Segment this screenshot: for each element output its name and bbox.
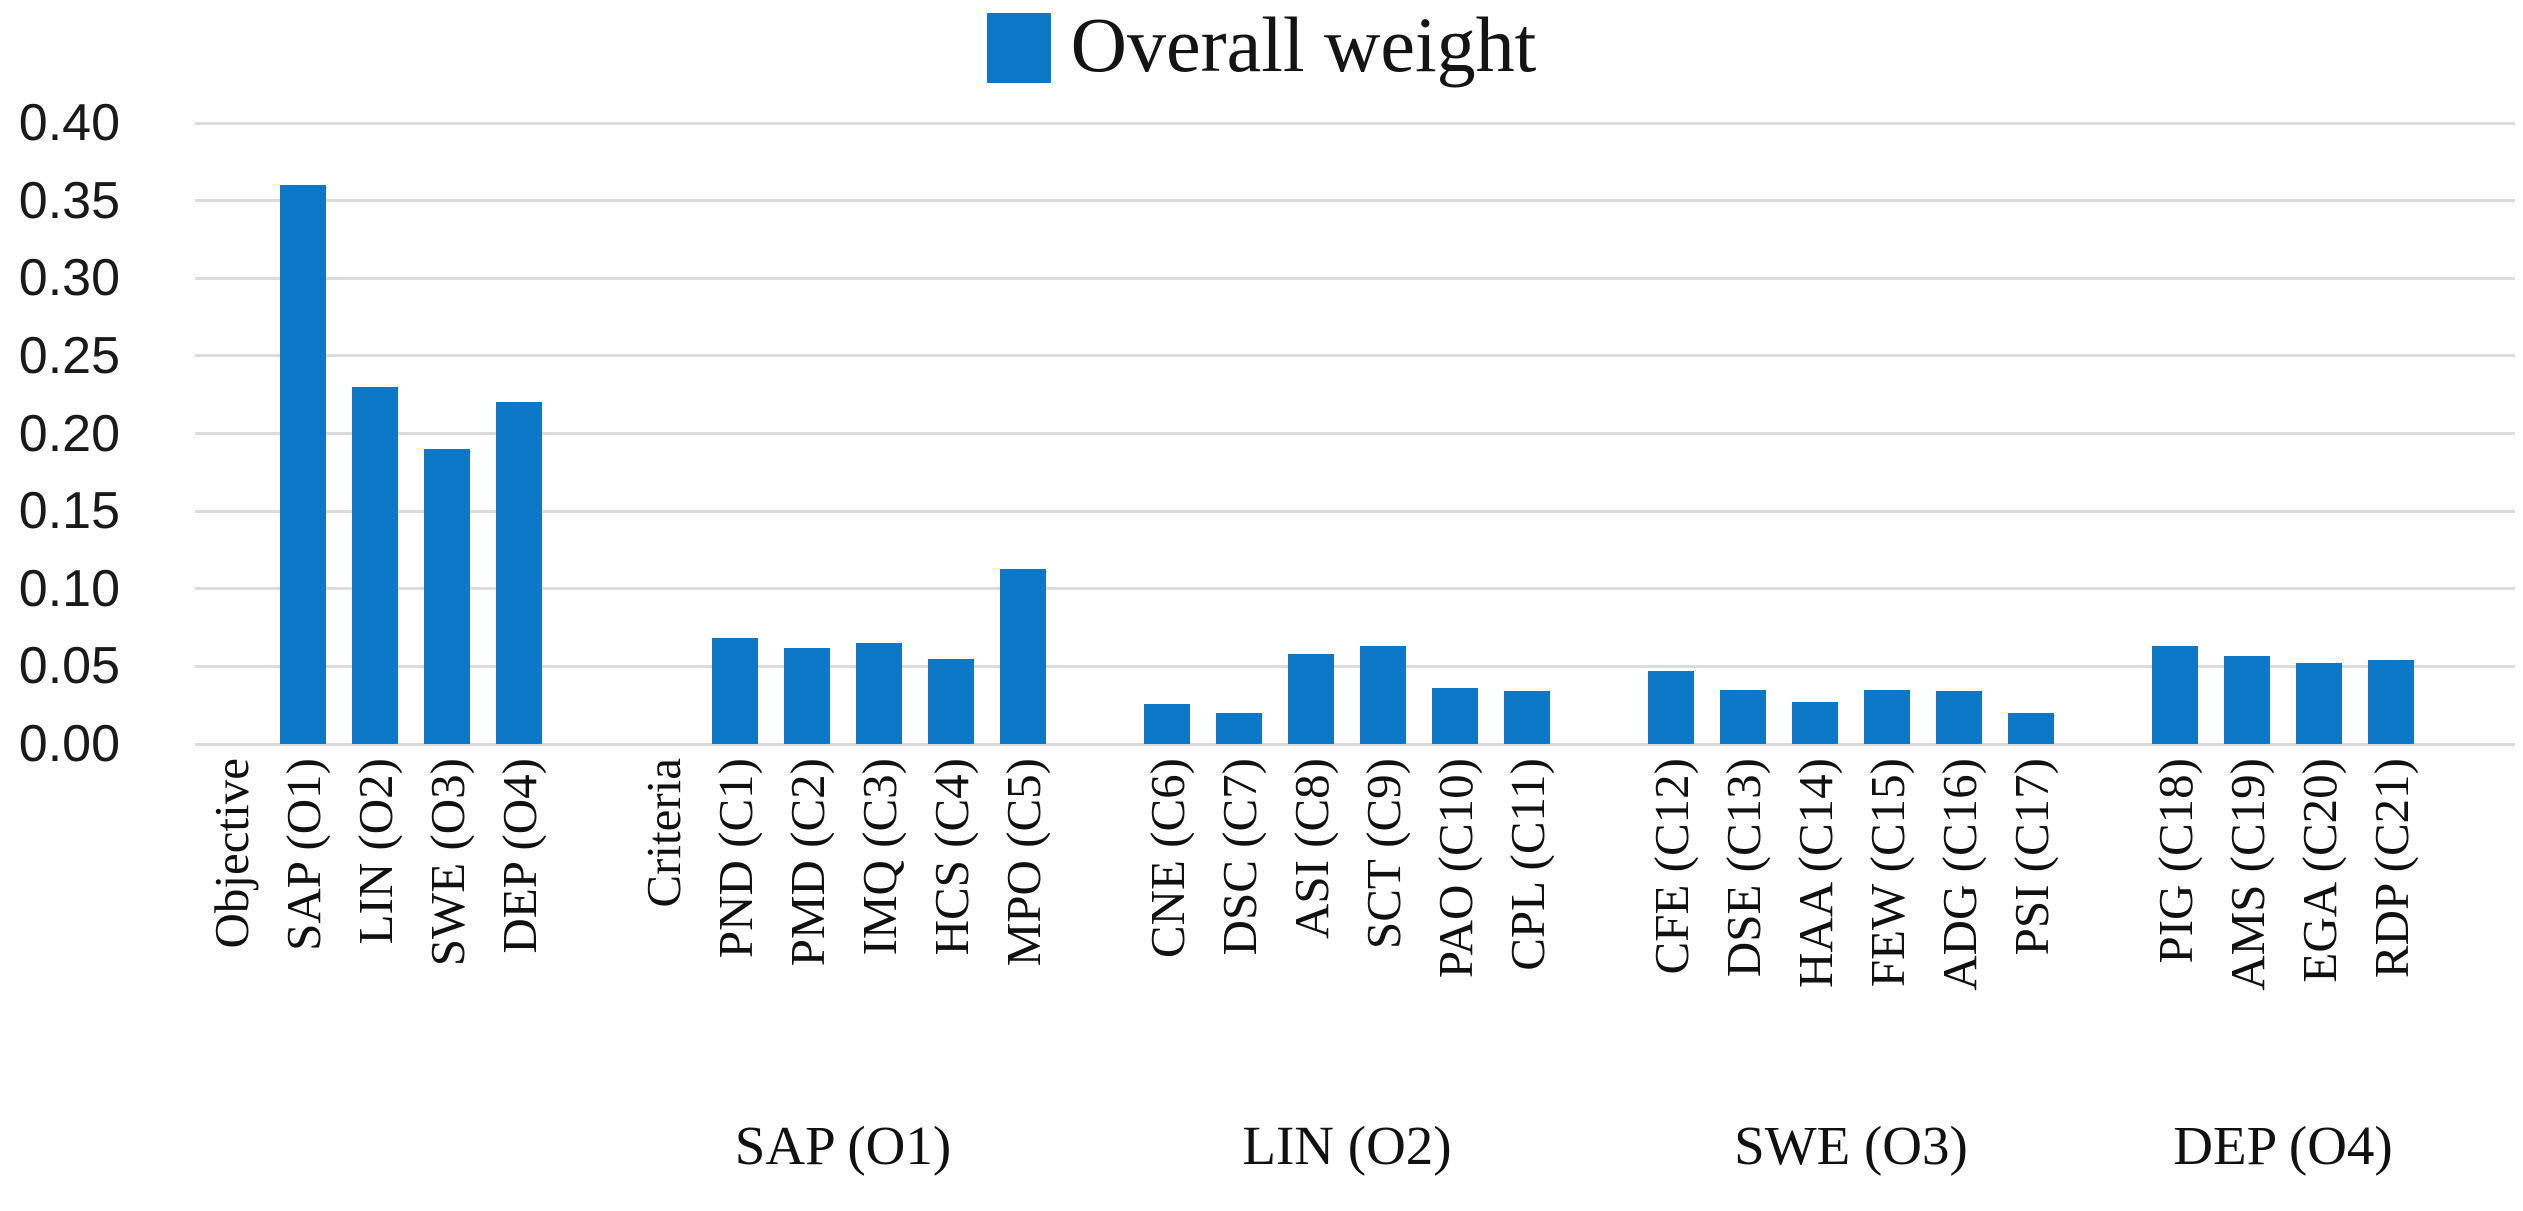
gridline [195, 199, 2515, 202]
bar [1216, 713, 1262, 744]
x-axis-label: PIG (C18) [2147, 758, 2203, 964]
gridline [195, 510, 2515, 513]
x-axis-label: ASI (C8) [1283, 758, 1339, 940]
legend: Overall weight [0, 6, 2523, 90]
x-axis-label: Objective [203, 758, 259, 949]
legend-label: Overall weight [1070, 1, 1537, 88]
bar [280, 185, 326, 744]
x-axis-label: HAA (C14) [1787, 758, 1843, 989]
bar [2152, 646, 2198, 744]
bar [2224, 656, 2270, 744]
y-tick-label: 0.15 [18, 482, 120, 540]
gridline [195, 122, 2515, 125]
bar [1792, 702, 1838, 744]
bar [1504, 691, 1550, 744]
x-axis-label: PSI (C17) [2003, 758, 2059, 956]
x-axis-label: PND (C1) [707, 758, 763, 959]
group-label: SWE (O3) [1734, 1115, 1968, 1176]
bar [496, 402, 542, 744]
x-axis-label: MPO (C5) [995, 758, 1051, 967]
bar [712, 638, 758, 744]
x-axis-label: SCT (C9) [1355, 758, 1411, 950]
bar [928, 659, 974, 744]
group-label: DEP (O4) [2173, 1115, 2393, 1176]
x-axis-label: LIN (O2) [347, 758, 403, 945]
gridline [195, 354, 2515, 357]
x-axis-label: DEP (O4) [491, 758, 547, 954]
gridline [195, 665, 2515, 668]
y-tick-label: 0.35 [18, 172, 120, 230]
bar [352, 387, 398, 744]
x-axis-label: ADG (C16) [1931, 758, 1987, 991]
y-tick-label: 0.40 [18, 94, 120, 152]
x-axis-label: CFE (C12) [1643, 758, 1699, 975]
bar [2368, 660, 2414, 744]
bar [1288, 654, 1334, 744]
x-axis-label: PAO (C10) [1427, 758, 1483, 979]
gridline [195, 277, 2515, 280]
x-axis-label: FEW (C15) [1859, 758, 1915, 988]
bar [1144, 704, 1190, 744]
y-tick-label: 0.05 [18, 637, 120, 695]
x-axis-label: SWE (O3) [419, 758, 475, 967]
bar [1864, 690, 1910, 744]
gridline [195, 587, 2515, 590]
legend-swatch [986, 13, 1051, 83]
bar [424, 449, 470, 744]
x-axis-label: RDP (C21) [2363, 758, 2419, 979]
bar [784, 648, 830, 744]
x-axis-label: CPL (C11) [1499, 758, 1555, 971]
y-tick-label: 0.00 [18, 715, 120, 773]
x-axis-label: CNE (C6) [1139, 758, 1195, 959]
x-axis-label: Criteria [635, 758, 691, 908]
bar [2008, 713, 2054, 744]
y-tick-label: 0.30 [18, 249, 120, 307]
y-tick-label: 0.10 [18, 560, 120, 618]
bar [1720, 690, 1766, 744]
bar [856, 643, 902, 744]
bar [1432, 688, 1478, 744]
gridline [195, 432, 2515, 435]
x-axis-label: DSC (C7) [1211, 758, 1267, 956]
x-axis-label: AMS (C19) [2219, 758, 2275, 991]
group-label: SAP (O1) [734, 1115, 952, 1176]
bar [1000, 569, 1046, 744]
bar [2296, 663, 2342, 744]
bar [1936, 691, 1982, 744]
gridline [195, 743, 2515, 746]
y-tick-label: 0.25 [18, 327, 120, 385]
x-axis-label: EGA (C20) [2291, 758, 2347, 983]
y-tick-label: 0.20 [18, 405, 120, 463]
x-axis-label: DSE (C13) [1715, 758, 1771, 978]
x-axis-label: SAP (O1) [275, 758, 331, 951]
bar [1648, 671, 1694, 744]
x-axis-label: IMQ (C3) [851, 758, 907, 956]
x-axis-label: HCS (C4) [923, 758, 979, 956]
bar [1360, 646, 1406, 744]
group-label: LIN (O2) [1242, 1115, 1452, 1176]
x-axis-label: PMD (C2) [779, 758, 835, 967]
